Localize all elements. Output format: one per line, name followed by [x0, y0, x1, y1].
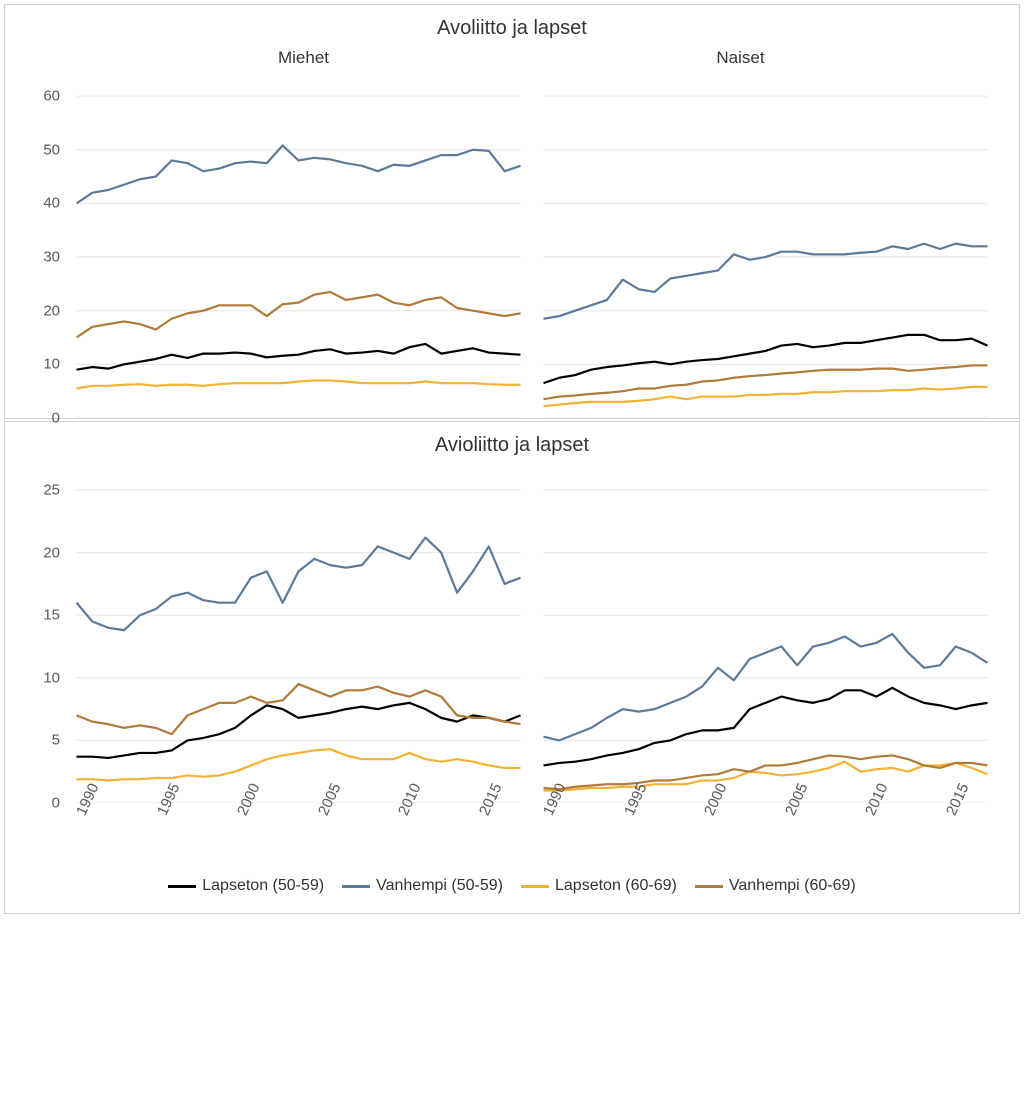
x-axis-right: 199019952000200520102015	[532, 803, 999, 863]
legend-swatch	[342, 885, 370, 888]
y-tick-label: 50	[20, 141, 60, 158]
y-axis-bottom: 0510152025	[20, 465, 60, 803]
plot-top-right	[532, 80, 999, 418]
series-line-vanhempi_50_59	[77, 145, 521, 203]
y-tick-label: 25	[20, 482, 60, 499]
chart-title-bottom: Avioliitto ja lapset	[5, 422, 1019, 465]
subtitle-miehet-top: Miehet	[85, 48, 522, 80]
legend-swatch	[521, 885, 549, 888]
legend-swatch	[695, 885, 723, 888]
y-tick-label: 15	[20, 607, 60, 624]
legend-item-vanhempi_50_59: Vanhempi (50-59)	[342, 877, 503, 895]
series-line-vanhempi_60_69	[77, 684, 521, 734]
y-tick-label: 20	[20, 302, 60, 319]
subtitle-naiset-top: Naiset	[522, 48, 959, 80]
y-tick-label: 40	[20, 195, 60, 212]
x-axis-row: 199019952000200520102015 199019952000200…	[5, 803, 1019, 863]
series-line-lapseton_50_59	[544, 688, 988, 766]
chart-title-top: Avoliitto ja lapset	[5, 5, 1019, 48]
chart-panel-bottom: Avioliitto ja lapset 0510152025 19901995…	[4, 421, 1020, 914]
plot-svg-top-left	[65, 80, 532, 418]
y-tick-label: 10	[20, 356, 60, 373]
legend-swatch	[168, 885, 196, 888]
series-line-vanhempi_60_69	[77, 292, 521, 338]
series-line-vanhempi_50_59	[544, 634, 988, 740]
subtitle-row-top: Miehet Naiset	[5, 48, 1019, 80]
plot-svg-bottom-left	[65, 465, 532, 803]
legend-label: Lapseton (50-59)	[202, 877, 324, 895]
legend-item-lapseton_50_59: Lapseton (50-59)	[168, 877, 324, 895]
legend-item-vanhempi_60_69: Vanhempi (60-69)	[695, 877, 856, 895]
series-line-vanhempi_50_59	[77, 538, 521, 631]
legend-item-lapseton_60_69: Lapseton (60-69)	[521, 877, 677, 895]
plot-svg-top-right	[532, 80, 999, 418]
y-tick-label: 0	[20, 795, 60, 812]
y-tick-label: 20	[20, 544, 60, 561]
y-tick-label: 0	[20, 410, 60, 427]
series-line-vanhempi_50_59	[544, 244, 988, 319]
y-axis-top: 0102030405060	[20, 80, 60, 418]
plot-svg-bottom-right	[532, 465, 999, 803]
series-line-lapseton_50_59	[77, 344, 521, 370]
legend-label: Vanhempi (60-69)	[729, 877, 856, 895]
legend-label: Vanhempi (50-59)	[376, 877, 503, 895]
series-line-lapseton_60_69	[544, 387, 988, 406]
chart-panel-top: Avoliitto ja lapset Miehet Naiset 010203…	[4, 4, 1020, 419]
x-axis-left: 199019952000200520102015	[65, 803, 532, 863]
y-tick-label: 60	[20, 88, 60, 105]
y-tick-label: 30	[20, 249, 60, 266]
plot-bottom-right	[532, 465, 999, 803]
plots-row-top: 0102030405060	[5, 80, 1019, 418]
figure-container: Avoliitto ja lapset Miehet Naiset 010203…	[4, 4, 1020, 914]
y-tick-label: 10	[20, 669, 60, 686]
y-tick-label: 5	[20, 732, 60, 749]
plot-top-left: 0102030405060	[65, 80, 532, 418]
series-line-lapseton_60_69	[77, 380, 521, 388]
legend-label: Lapseton (60-69)	[555, 877, 677, 895]
plots-row-bottom: 0510152025	[5, 465, 1019, 803]
plot-bottom-left: 0510152025	[65, 465, 532, 803]
legend: Lapseton (50-59) Vanhempi (50-59) Lapseton…	[5, 863, 1019, 913]
